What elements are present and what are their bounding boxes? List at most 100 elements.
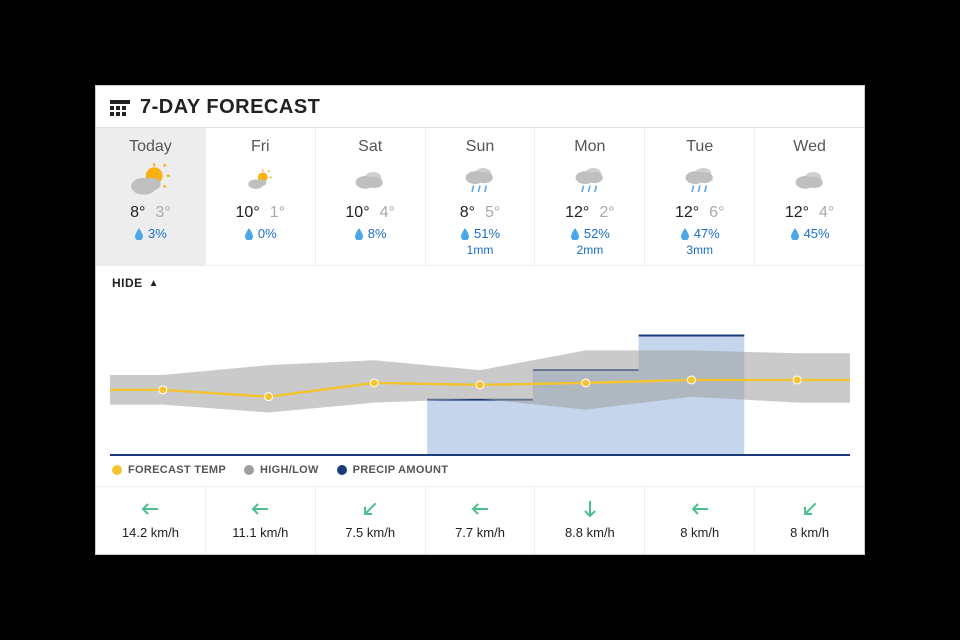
- precip-percent: 8%: [368, 226, 387, 241]
- wind-cell: 7.5 km/h: [316, 487, 426, 554]
- precip-percent: 45%: [804, 226, 830, 241]
- header: 7-DAY FORECAST: [96, 86, 864, 128]
- forecast-point: [793, 376, 801, 384]
- temp-low: 4°: [819, 204, 834, 222]
- temps: 12° 6°: [649, 204, 750, 222]
- temp-high: 8°: [460, 204, 475, 222]
- raindrop-icon: [460, 228, 470, 240]
- wind-cell: 8 km/h: [645, 487, 755, 554]
- weather-icon: [759, 162, 860, 198]
- legend-dot-precip: [337, 465, 347, 475]
- temps: 10° 4°: [320, 204, 421, 222]
- forecast-card: 7-DAY FORECAST Today 8° 3° 3% Fri: [95, 85, 865, 555]
- day-name: Wed: [759, 138, 860, 156]
- wind-direction-icon: [320, 499, 421, 519]
- wind-cell: 8.8 km/h: [535, 487, 645, 554]
- wind-cell: 7.7 km/h: [426, 487, 536, 554]
- wind-speed: 7.5 km/h: [320, 525, 421, 540]
- temp-high: 12°: [785, 204, 809, 222]
- temps: 12° 2°: [539, 204, 640, 222]
- wind-speed: 14.2 km/h: [100, 525, 201, 540]
- precip-percent: 51%: [474, 226, 500, 241]
- weather-icon: [539, 162, 640, 198]
- precip-prob: 51%: [430, 226, 531, 241]
- precip-prob: 8%: [320, 226, 421, 241]
- day-name: Fri: [210, 138, 311, 156]
- wind-speed: 8.8 km/h: [539, 525, 640, 540]
- raindrop-icon: [680, 228, 690, 240]
- weather-icon: [430, 162, 531, 198]
- precip-percent: 3%: [148, 226, 167, 241]
- day-column[interactable]: Mon 12° 2° 52% 2mm: [535, 128, 645, 265]
- chart-legend: FORECAST TEMP HIGH/LOW PRECIP AMOUNT: [96, 456, 864, 487]
- days-row: Today 8° 3° 3% Fri: [96, 128, 864, 266]
- wind-cell: 14.2 km/h: [96, 487, 206, 554]
- temps: 10° 1°: [210, 204, 311, 222]
- wind-direction-icon: [100, 499, 201, 519]
- forecast-point: [476, 381, 484, 389]
- precip-amount: 3mm: [649, 243, 750, 257]
- temp-low: 6°: [709, 204, 724, 222]
- hide-toggle[interactable]: HIDE ▲: [96, 266, 864, 296]
- precip-prob: 52%: [539, 226, 640, 241]
- wind-direction-icon: [539, 499, 640, 519]
- wind-direction-icon: [210, 499, 311, 519]
- raindrop-icon: [244, 228, 254, 240]
- wind-speed: 11.1 km/h: [210, 525, 311, 540]
- day-column[interactable]: Today 8° 3° 3%: [96, 128, 206, 265]
- precip-prob: 47%: [649, 226, 750, 241]
- precip-percent: 52%: [584, 226, 610, 241]
- day-column[interactable]: Tue 12° 6° 47% 3mm: [645, 128, 755, 265]
- precip-amount: 2mm: [539, 243, 640, 257]
- legend-forecast: FORECAST TEMP: [112, 464, 226, 476]
- temp-low: 2°: [599, 204, 614, 222]
- temp-high: 10°: [236, 204, 260, 222]
- temps: 8° 3°: [100, 204, 201, 222]
- day-name: Sun: [430, 138, 531, 156]
- raindrop-icon: [790, 228, 800, 240]
- wind-speed: 8 km/h: [759, 525, 860, 540]
- wind-speed: 7.7 km/h: [430, 525, 531, 540]
- weather-icon: [320, 162, 421, 198]
- temp-low: 1°: [270, 204, 285, 222]
- temp-high: 8°: [130, 204, 145, 222]
- weather-icon: [100, 162, 201, 198]
- temps: 12° 4°: [759, 204, 860, 222]
- weather-icon: [210, 162, 311, 198]
- calendar-grid-icon: [110, 100, 130, 116]
- day-name: Today: [100, 138, 201, 156]
- day-column[interactable]: Fri 10° 1° 0%: [206, 128, 316, 265]
- day-name: Tue: [649, 138, 750, 156]
- precip-bar: [427, 400, 533, 454]
- wind-direction-icon: [759, 499, 860, 519]
- forecast-point: [582, 379, 590, 387]
- forecast-point: [370, 379, 378, 387]
- day-column[interactable]: Sun 8° 5° 51% 1mm: [426, 128, 536, 265]
- temp-low: 5°: [485, 204, 500, 222]
- precip-percent: 47%: [694, 226, 720, 241]
- forecast-point: [265, 393, 273, 401]
- forecast-chart: [110, 296, 850, 456]
- chevron-up-icon: ▲: [149, 278, 159, 289]
- legend-dot-highlow: [244, 465, 254, 475]
- raindrop-icon: [354, 228, 364, 240]
- temp-low: 3°: [155, 204, 170, 222]
- wind-cell: 11.1 km/h: [206, 487, 316, 554]
- temp-high: 10°: [345, 204, 369, 222]
- temp-low: 4°: [380, 204, 395, 222]
- day-column[interactable]: Sat 10° 4° 8%: [316, 128, 426, 265]
- wind-cell: 8 km/h: [755, 487, 864, 554]
- header-title: 7-DAY FORECAST: [140, 96, 320, 119]
- day-name: Mon: [539, 138, 640, 156]
- weather-icon: [649, 162, 750, 198]
- winds-row: 14.2 km/h 11.1 km/h 7.5 km/h 7.7 km/h 8.…: [96, 487, 864, 554]
- precip-prob: 3%: [100, 226, 201, 241]
- wind-direction-icon: [649, 499, 750, 519]
- precip-prob: 0%: [210, 226, 311, 241]
- wind-direction-icon: [430, 499, 531, 519]
- raindrop-icon: [570, 228, 580, 240]
- forecast-point: [159, 386, 167, 394]
- legend-dot-forecast: [112, 465, 122, 475]
- day-column[interactable]: Wed 12° 4° 45%: [755, 128, 864, 265]
- legend-precip: PRECIP AMOUNT: [337, 464, 449, 476]
